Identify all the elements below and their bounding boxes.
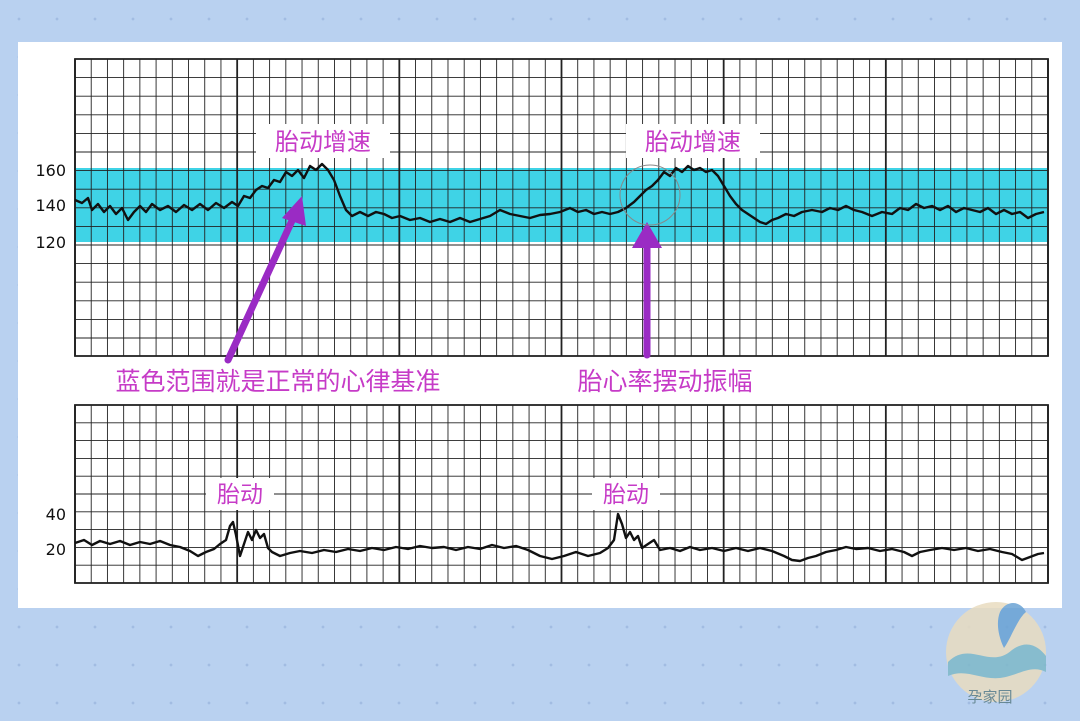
fetal-movement-trace xyxy=(74,512,1045,563)
label-bg xyxy=(553,362,777,398)
peak-label-2: 胎动增速 xyxy=(645,128,741,156)
movement-label-1: 胎动 xyxy=(217,482,263,508)
y-tick-40: 40 xyxy=(46,505,66,524)
arrow-head-amplitude xyxy=(632,222,662,248)
fetal-heart-rate-trace xyxy=(74,162,1045,226)
movement-label-2: 胎动 xyxy=(603,482,649,508)
y-tick-140: 140 xyxy=(35,196,66,215)
annotation-arrows xyxy=(224,196,662,364)
y-tick-120: 120 xyxy=(35,233,66,252)
caption-normal-baseline: 蓝色范围就是正常的心律基准 xyxy=(115,367,440,396)
top-chart-grid xyxy=(74,58,1049,357)
wave-logo-icon xyxy=(948,644,1046,679)
wave-logo-icon xyxy=(946,602,1046,702)
arrow-to-first-peak xyxy=(224,208,300,364)
wave-logo-icon xyxy=(997,603,1026,648)
peak-label-1: 胎动增速 xyxy=(275,128,371,156)
grid-border xyxy=(74,404,1049,584)
grid-border xyxy=(74,58,1049,357)
chart-card xyxy=(18,42,1062,608)
label-bg xyxy=(256,124,390,158)
watermark-logo: 孕家园 xyxy=(946,602,1046,706)
label-bg xyxy=(76,362,480,398)
y-tick-160: 160 xyxy=(35,161,66,180)
y-tick-20: 20 xyxy=(46,540,66,559)
label-bg xyxy=(592,478,660,510)
label-bg xyxy=(626,124,760,158)
label-bg xyxy=(206,478,274,510)
watermark-text: 孕家园 xyxy=(967,688,1012,706)
arrow-head-first-peak xyxy=(282,196,306,226)
caption-amplitude: 胎心率摆动振幅 xyxy=(577,367,752,396)
amplitude-highlight-circle xyxy=(619,164,681,226)
